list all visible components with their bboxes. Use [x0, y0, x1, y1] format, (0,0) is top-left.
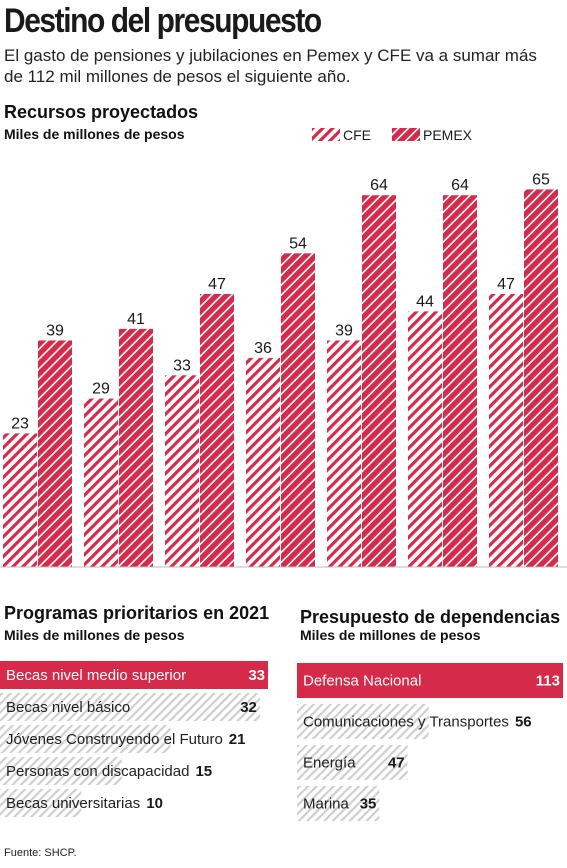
value-label-pemex-2016: 41	[127, 311, 145, 328]
page-subtitle: El gasto de pensiones y jubilaciones en …	[4, 46, 537, 86]
value-label-pemex-2018: 54	[289, 235, 307, 252]
bar-cfe-2019	[327, 340, 361, 567]
source-note: Fuente: SHCP.	[4, 847, 77, 859]
value-label-pemex-2020: 64	[451, 177, 469, 194]
bar-personas-con-discapacidad	[0, 757, 122, 785]
value-label-cfe-2019: 39	[335, 322, 353, 339]
bar-value-becas-nivel-basico: 32	[240, 699, 257, 716]
value-label-pemex-2017: 47	[208, 276, 226, 293]
x-tick-2018: 2018	[265, 569, 296, 572]
bar-comunicaciones-y-transportes	[297, 704, 429, 739]
bar-cfe-2018	[246, 357, 280, 567]
main-chart-unit: Miles de millones de pesos	[4, 126, 185, 142]
bar-cfe-2015	[3, 433, 37, 567]
legend-swatch-pemex	[392, 128, 420, 141]
value-label-pemex-2021: 65	[532, 171, 550, 188]
bar-becas-nivel-medio-superior	[0, 661, 268, 689]
bar-label-jovenes-construyendo-el-futuro: Jóvenes Construyendo el Futuro	[6, 731, 223, 748]
agencies-bar-chart: Defensa Nacional 113 Comunicaciones y Tran…	[297, 663, 563, 821]
bar-marina	[297, 786, 380, 821]
bar-pemex-2015	[38, 340, 72, 567]
value-label-cfe-2018: 36	[254, 340, 272, 357]
value-label-pemex-2019: 64	[370, 177, 388, 194]
bar-value-defensa-nacional: 113	[536, 673, 560, 690]
bar-pemex-2019	[362, 195, 396, 567]
agencies-unit: Miles de millones de pesos	[300, 627, 481, 643]
value-label-pemex-2015: 39	[46, 322, 64, 339]
legend-label-pemex: PEMEX	[423, 127, 473, 143]
bar-pemex-2016	[119, 328, 153, 567]
main-chart-title: Recursos proyectados	[4, 102, 199, 122]
value-label-cfe-2021: 47	[497, 276, 515, 293]
bar-jovenes-construyendo-el-futuro	[0, 725, 171, 753]
page-title: Destino del presupuesto	[4, 2, 322, 40]
bar-pemex-2017	[200, 293, 234, 567]
bar-pemex-2020	[443, 195, 477, 567]
programs-title: Programas prioritarios en 2021	[4, 603, 270, 623]
bar-value-personas-con-discapacidad: 15	[195, 763, 212, 780]
bar-label-comunicaciones-y-transportes: Comunicaciones y Transportes	[303, 714, 509, 731]
bar-label-becas-universitarias: Becas universitarias	[6, 795, 140, 812]
x-tick-2015: 2015	[22, 569, 53, 572]
bar-defensa-nacional	[297, 663, 563, 698]
bar-label-becas-nivel-medio-superior: Becas nivel medio superior	[6, 667, 186, 684]
chart-legend: CFE PEMEX	[312, 127, 473, 143]
value-label-cfe-2016: 29	[92, 381, 110, 398]
bar-label-marina: Marina	[303, 796, 350, 813]
bar-cfe-2017	[165, 375, 199, 567]
bar-pemex-2018	[281, 253, 315, 567]
main-bar-chart: CFE PEMEX 23 39 29 41 33 47 36 54 39 64 44 64 47 65 20…	[0, 127, 567, 572]
x-tick-2017: 2017	[184, 569, 215, 572]
legend-label-cfe: CFE	[343, 127, 371, 143]
legend-swatch-cfe	[312, 128, 340, 141]
value-label-cfe-2017: 33	[173, 357, 191, 374]
value-label-cfe-2020: 44	[416, 293, 434, 310]
bar-value-marina: 35	[360, 796, 377, 813]
bar-value-becas-nivel-medio-superior: 33	[248, 667, 265, 684]
bar-energia	[297, 745, 408, 780]
agencies-title: Presupuesto de dependencias	[300, 607, 561, 627]
bar-value-becas-universitarias: 10	[146, 795, 163, 812]
bar-becas-universitarias	[0, 789, 82, 817]
programs-bar-chart: Becas nivel medio superior 33 Becas nivel …	[0, 661, 268, 817]
x-tick-2016: 2016	[103, 569, 134, 572]
bar-cfe-2016	[84, 398, 118, 567]
x-tick-2020: 2020	[427, 569, 458, 572]
bar-label-personas-con-discapacidad: Personas con discapacidad	[6, 763, 189, 780]
programs-unit: Miles de millones de pesos	[4, 627, 185, 643]
bar-value-jovenes-construyendo-el-futuro: 21	[229, 731, 246, 748]
bar-value-comunicaciones-y-transportes: 56	[515, 714, 532, 731]
bar-label-becas-nivel-basico: Becas nivel básico	[6, 699, 130, 716]
bar-pemex-2021	[524, 189, 558, 568]
bar-label-energia: Energía	[303, 755, 356, 772]
value-label-cfe-2015: 23	[11, 415, 29, 432]
bar-cfe-2020	[408, 311, 442, 567]
bar-cfe-2021	[489, 293, 523, 567]
bar-value-energia: 47	[388, 755, 405, 772]
x-tick-2021: 2021	[508, 569, 539, 572]
bar-label-defensa-nacional: Defensa Nacional	[303, 673, 421, 690]
x-tick-2019: 2019	[346, 569, 377, 572]
bar-becas-nivel-basico	[0, 693, 260, 721]
